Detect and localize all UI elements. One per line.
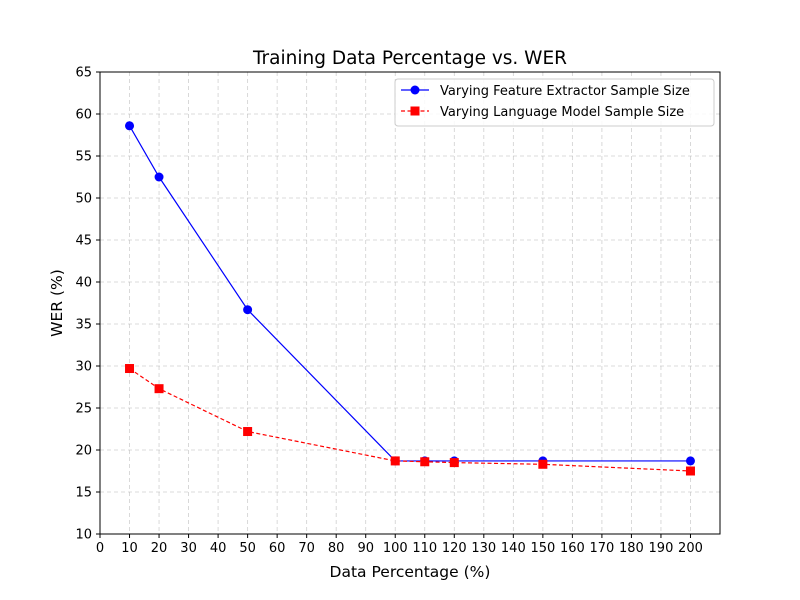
data-point	[243, 427, 253, 437]
data-point	[685, 456, 695, 466]
y-tick-label: 45	[75, 234, 92, 249]
y-tick-label: 65	[75, 66, 92, 81]
x-tick-label: 80	[328, 541, 345, 556]
y-tick-label: 35	[75, 318, 92, 333]
legend-label-language-model: Varying Language Model Sample Size	[440, 105, 684, 120]
data-point	[154, 172, 164, 182]
series-line	[129, 368, 691, 472]
y-tick-label: 30	[75, 360, 92, 375]
plot-frame	[99, 71, 721, 535]
x-tick-label: 140	[501, 541, 526, 556]
data-point	[685, 466, 695, 476]
x-tick-label: 90	[357, 541, 374, 556]
x-tick-label: 180	[619, 541, 644, 556]
x-tick-label: 0	[96, 541, 104, 556]
data-point	[538, 459, 548, 469]
x-tick-label: 120	[442, 541, 467, 556]
y-tick-label: 25	[75, 402, 92, 417]
data-point	[449, 458, 459, 468]
x-tick-label: 100	[383, 541, 408, 556]
y-tick-label: 60	[75, 108, 92, 123]
x-tick-label: 130	[471, 541, 496, 556]
series-layer	[125, 121, 695, 476]
series-2	[125, 364, 695, 476]
chart-title: Training Data Percentage vs. WER	[252, 48, 567, 69]
x-tick-label: 50	[239, 541, 256, 556]
y-tick-label: 40	[75, 276, 92, 291]
y-tick-label: 10	[75, 528, 92, 543]
x-tick-label: 40	[210, 541, 227, 556]
x-tick-label: 110	[412, 541, 437, 556]
data-point	[390, 456, 400, 466]
legend-marker-language-model	[410, 106, 420, 116]
y-tick-label: 55	[75, 150, 92, 165]
x-tick-label: 170	[589, 541, 614, 556]
x-axis-label: Data Percentage (%)	[330, 563, 491, 581]
x-tick-label: 60	[269, 541, 286, 556]
data-point	[420, 457, 430, 467]
y-tick-label: 20	[75, 444, 92, 459]
y-tick-label: 15	[75, 486, 92, 501]
y-axis-label: WER (%)	[48, 269, 66, 337]
x-tick-label: 70	[298, 541, 315, 556]
x-tick-label: 200	[678, 541, 703, 556]
y-tick-label: 50	[75, 192, 92, 207]
x-tick-label: 30	[180, 541, 197, 556]
data-point	[125, 121, 135, 131]
data-point	[154, 384, 164, 394]
x-tick-label: 190	[649, 541, 674, 556]
legend-marker-feature-extractor	[410, 85, 420, 95]
legend-box	[394, 78, 715, 127]
data-point	[125, 364, 135, 374]
x-tick-label: 20	[151, 541, 168, 556]
x-tick-label: 160	[560, 541, 585, 556]
x-tick-label: 10	[121, 541, 138, 556]
axes-ticks: 0 10 20 30 40 50 60 70 80 90 100 110 120 130 140 150 160…	[75, 66, 702, 557]
legend: Varying Feature Extractor Sample Size Va…	[394, 78, 715, 127]
x-tick-label: 150	[530, 541, 555, 556]
data-point	[243, 305, 253, 315]
legend-label-feature-extractor: Varying Feature Extractor Sample Size	[440, 84, 690, 99]
